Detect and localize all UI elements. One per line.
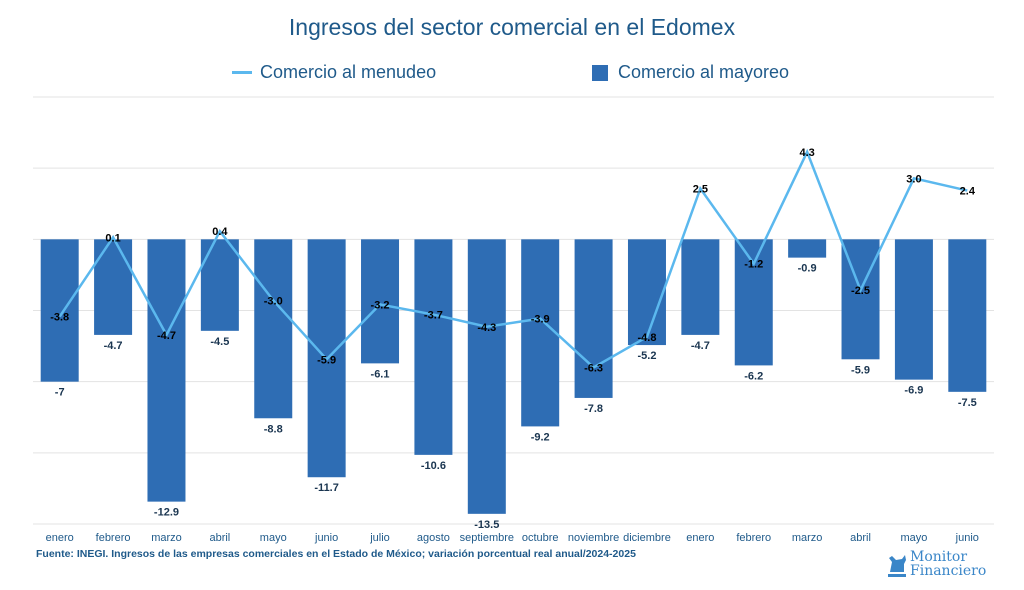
bar-label: -0.9 — [798, 263, 817, 275]
bar — [948, 239, 987, 392]
x-tick-label: septiembre — [460, 532, 514, 544]
bar — [200, 239, 239, 331]
x-tick-label: febrero — [736, 532, 771, 544]
bar — [94, 239, 133, 335]
bar — [521, 239, 560, 427]
line-label: -1.2 — [744, 259, 763, 271]
legend-label: Comercio al menudeo — [260, 62, 437, 82]
bar — [574, 239, 613, 398]
bar-label: -9.2 — [531, 431, 550, 443]
line-label: -3.7 — [424, 310, 443, 322]
bar-label: -7.5 — [958, 397, 977, 409]
bar — [681, 239, 720, 335]
bar-label: -10.6 — [421, 460, 446, 472]
x-tick-label: julio — [369, 532, 390, 544]
legend-bar-swatch — [592, 64, 608, 81]
bar-label: -13.5 — [474, 519, 499, 531]
bar — [467, 239, 506, 514]
x-tick-label: marzo — [792, 532, 823, 544]
x-tick-label: enero — [46, 532, 74, 544]
bar — [361, 239, 400, 364]
bar-label: -6.1 — [371, 368, 390, 380]
line-label: 2.4 — [960, 186, 976, 198]
bar — [40, 239, 79, 382]
line-label: -3.8 — [50, 312, 69, 324]
x-tick-label: mayo — [900, 532, 927, 544]
bar — [734, 239, 773, 366]
bar-label: -4.7 — [104, 340, 123, 352]
bar-label: -4.5 — [210, 336, 229, 348]
line-label: -5.9 — [317, 354, 336, 366]
bar-label: -11.7 — [314, 482, 338, 494]
bar-label: -8.8 — [264, 423, 283, 435]
legend-item-menudeo: Comercio al menudeo — [232, 62, 436, 83]
bar — [788, 239, 827, 258]
line-label: 2.5 — [693, 184, 708, 196]
line-label: -3.9 — [531, 314, 550, 326]
x-tick-label: agosto — [417, 532, 450, 544]
bar-label: -6.2 — [744, 370, 763, 382]
x-tick-label: abril — [850, 532, 871, 544]
monitor-financiero-logo: Monitor Financiero — [886, 548, 996, 580]
chart-title: Ingresos del sector comercial en el Edom… — [288, 14, 736, 40]
x-tick-label: febrero — [96, 532, 131, 544]
bar — [627, 239, 666, 346]
line-label: 3.0 — [906, 173, 921, 185]
bar-label: -7.8 — [584, 403, 603, 415]
legend-label: Comercio al mayoreo — [618, 62, 790, 82]
line-label: 4.3 — [799, 147, 814, 159]
line-label: -6.3 — [584, 362, 603, 374]
x-tick-label: noviembre — [568, 532, 619, 544]
legend-line-swatch — [232, 71, 252, 74]
bar — [254, 239, 293, 419]
legend-item-mayoreo: Comercio al mayoreo — [592, 62, 789, 83]
line-label: -4.3 — [477, 322, 496, 334]
x-tick-label: abril — [209, 532, 230, 544]
logo-line1: Monitor — [910, 549, 968, 565]
x-tick-label: enero — [686, 532, 714, 544]
bar-label: -12.9 — [154, 507, 179, 519]
x-tick-label: octubre — [522, 532, 559, 544]
x-tick-label: junio — [955, 532, 979, 544]
bar-label: -6.9 — [904, 385, 923, 397]
bar — [414, 239, 453, 455]
line-label: -4.8 — [637, 332, 656, 344]
x-tick-label: mayo — [260, 532, 287, 544]
bar — [147, 239, 186, 502]
line-label: -4.7 — [157, 330, 176, 342]
line-label: 0.4 — [212, 226, 228, 238]
bar-label: -7 — [55, 387, 65, 399]
bull-icon — [888, 555, 906, 577]
bar — [894, 239, 933, 380]
x-tick-label: diciembre — [623, 532, 671, 544]
line-label: 0.1 — [105, 232, 120, 244]
x-tick-label: marzo — [151, 532, 182, 544]
x-tick-label: junio — [314, 532, 338, 544]
logo-line2: Financiero — [910, 563, 987, 579]
bar-label: -5.2 — [637, 350, 656, 362]
bar-label: -5.9 — [851, 364, 870, 376]
line-label: -2.5 — [851, 285, 870, 297]
series-line — [58, 148, 968, 369]
bar-label: -4.7 — [691, 340, 710, 352]
line-label: -3.0 — [264, 295, 283, 307]
legend: Comercio al menudeo Comercio al mayoreo — [0, 62, 1024, 86]
line-label: -3.2 — [371, 299, 390, 311]
source-note: Fuente: INEGI. Ingresos de las empresas … — [36, 548, 636, 560]
